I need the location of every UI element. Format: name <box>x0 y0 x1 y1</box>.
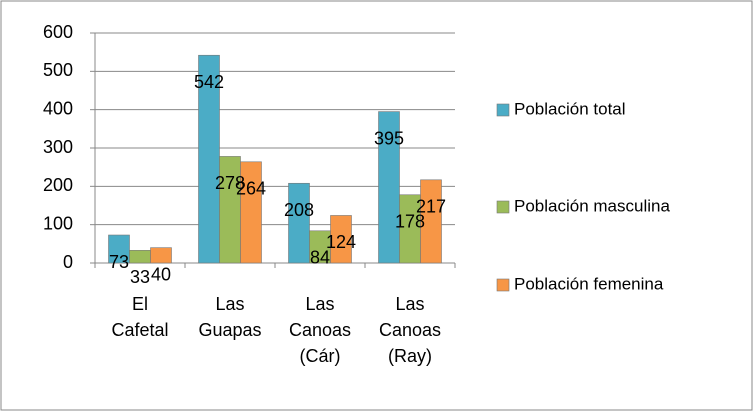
y-tick-label: 600 <box>43 22 73 42</box>
y-tick-label: 100 <box>43 213 73 233</box>
data-label: 278 <box>215 173 245 193</box>
data-label: 208 <box>284 200 314 220</box>
legend-swatch <box>496 278 510 292</box>
data-label: 40 <box>151 264 171 284</box>
legend-swatch <box>496 200 510 214</box>
y-tick-label: 500 <box>43 60 73 80</box>
x-tick-label: Las Canoas (Ray) <box>379 294 441 366</box>
bar <box>150 247 172 264</box>
data-label: 73 <box>109 252 129 272</box>
legend-label: Población femenina <box>514 274 664 293</box>
x-tick-label: Las Guapas <box>198 294 261 340</box>
legend-label: Población masculina <box>514 196 670 215</box>
data-label: 264 <box>236 179 266 199</box>
data-label: 84 <box>310 248 330 268</box>
legend-swatch <box>496 103 510 117</box>
data-label: 217 <box>416 197 446 217</box>
y-tick-label: 400 <box>43 98 73 118</box>
data-label: 178 <box>395 212 425 232</box>
bar <box>288 182 310 264</box>
bar <box>108 234 130 264</box>
data-label: 124 <box>326 232 356 252</box>
y-tick-label: 0 <box>63 252 73 272</box>
bar <box>378 111 400 264</box>
bar <box>330 215 352 264</box>
data-label: 542 <box>194 72 224 92</box>
bar <box>129 250 151 264</box>
y-tick-label: 300 <box>43 137 73 157</box>
data-label: 33 <box>130 267 150 287</box>
y-tick-label: 200 <box>43 175 73 195</box>
x-tick-label: Las Canoas (Cár) <box>289 294 351 366</box>
bar <box>240 161 262 264</box>
bar <box>420 179 442 264</box>
x-tick-label: El Cafetal <box>111 294 168 340</box>
legend-label: Población total <box>514 99 626 118</box>
data-label: 395 <box>374 128 404 148</box>
